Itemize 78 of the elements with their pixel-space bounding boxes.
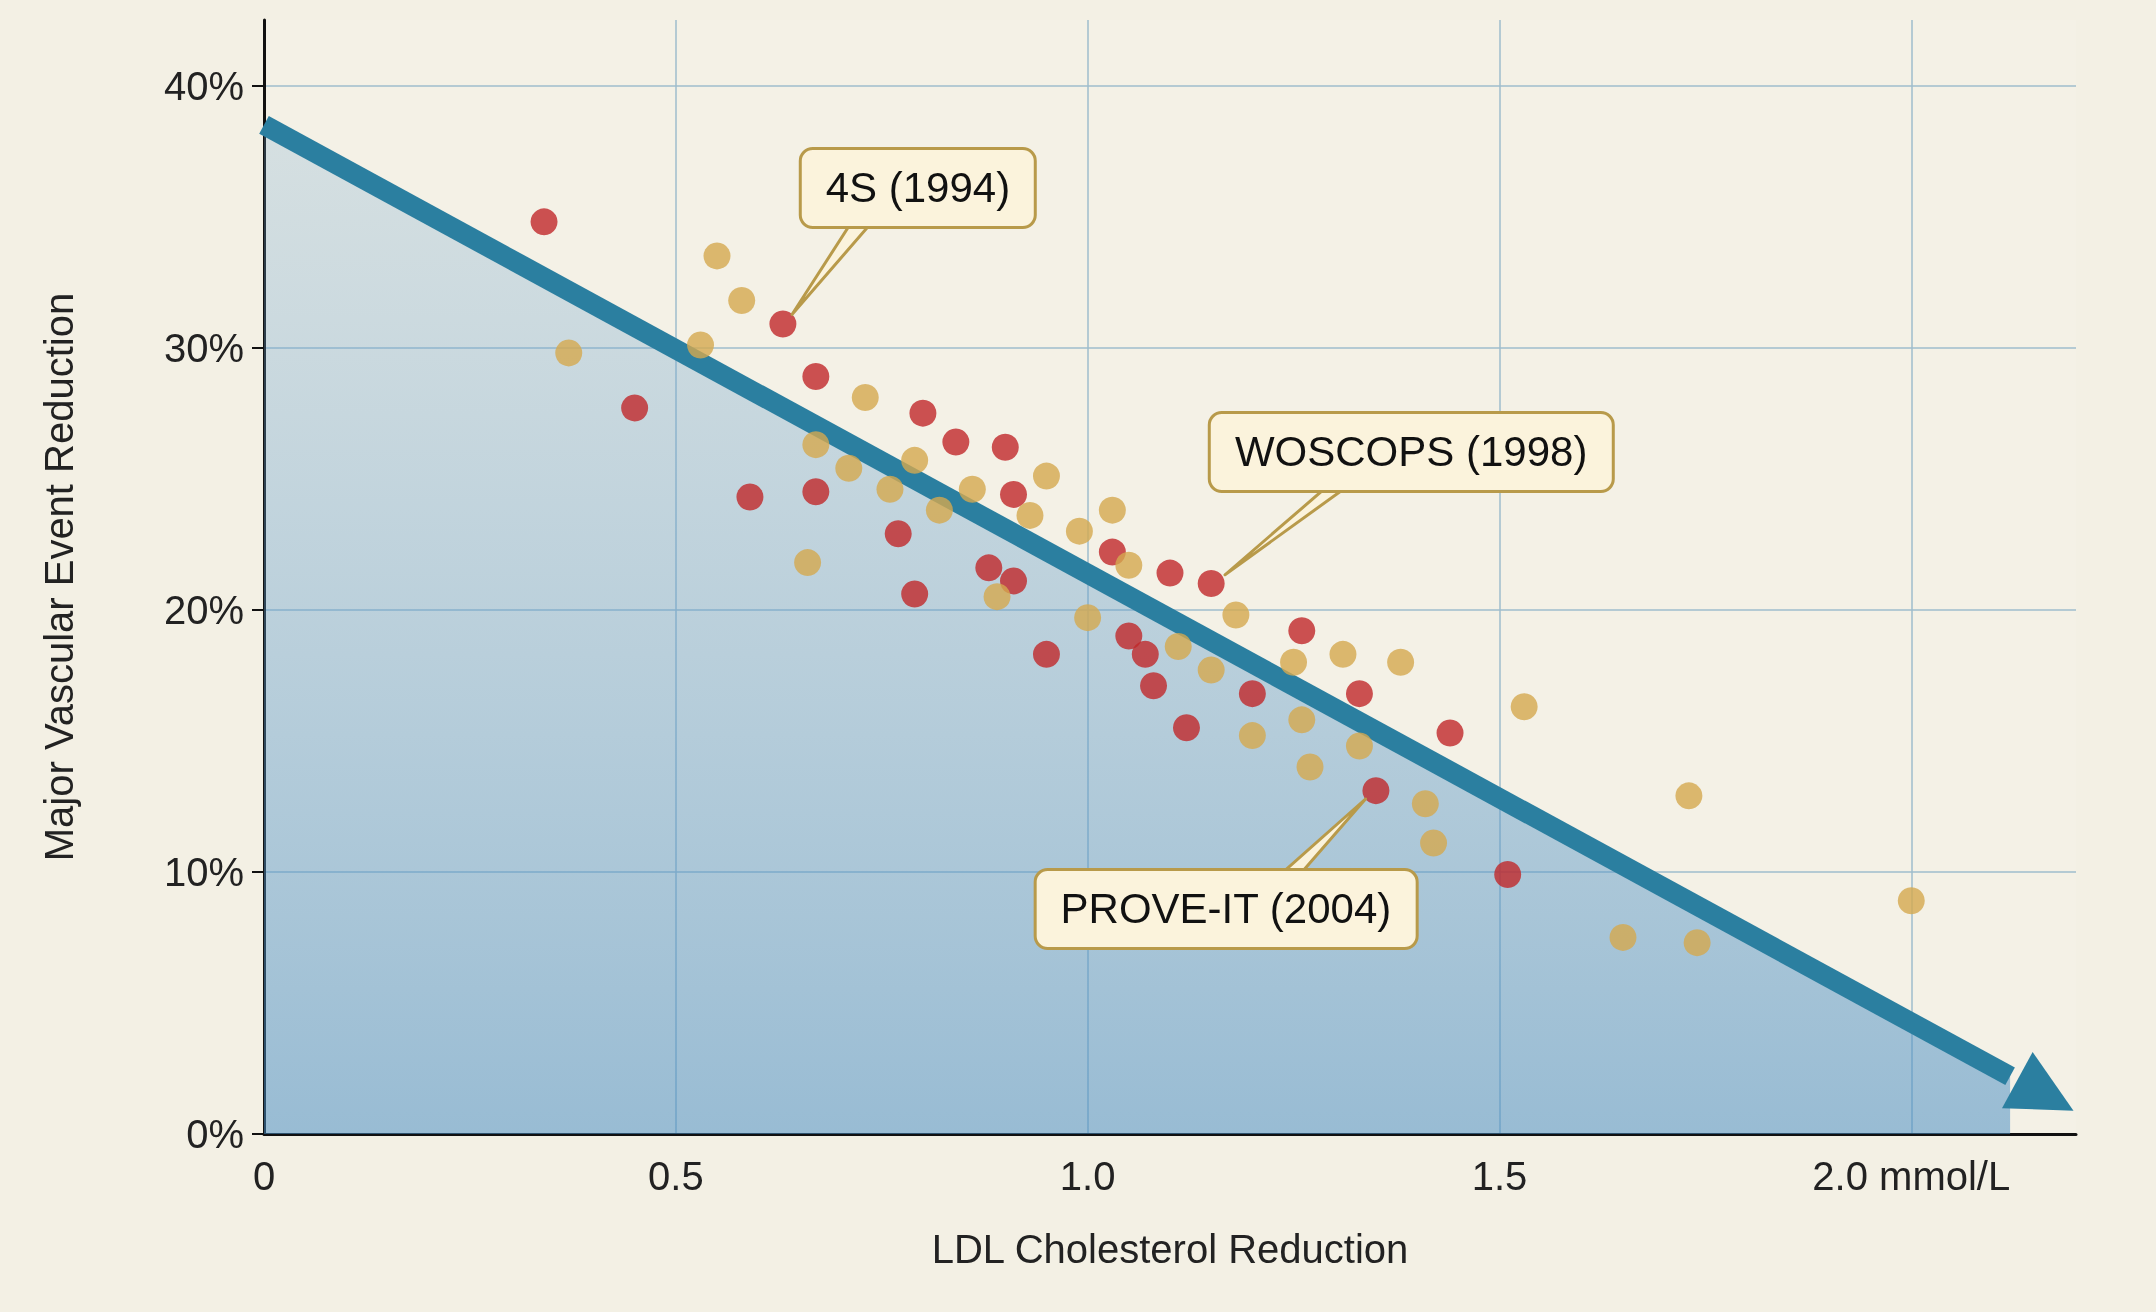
- point: [1065, 517, 1093, 545]
- point: [1345, 680, 1373, 708]
- y-tick-label: 30%: [163, 325, 244, 370]
- point: [769, 310, 797, 338]
- point: [1197, 656, 1225, 684]
- point: [1173, 714, 1200, 742]
- y-tick-label: 20%: [163, 587, 244, 632]
- annotation: 4S (1994): [798, 147, 1038, 230]
- point: [983, 583, 1011, 611]
- y-axis-title: Major Vascular Event Reduction: [37, 292, 81, 862]
- point: [621, 394, 649, 422]
- point: [901, 446, 929, 474]
- point: [1288, 706, 1316, 734]
- point: [1420, 829, 1448, 857]
- point: [958, 475, 986, 503]
- point: [555, 339, 583, 367]
- point: [1683, 929, 1711, 957]
- point: [835, 454, 863, 482]
- x-tick-label: 1.5: [1471, 1154, 1528, 1198]
- point: [794, 549, 822, 577]
- point: [1362, 777, 1390, 805]
- point: [1675, 782, 1703, 810]
- point: [728, 286, 756, 314]
- point: [1131, 640, 1159, 668]
- point: [1411, 790, 1439, 818]
- point: [1222, 601, 1250, 629]
- point: [975, 554, 1003, 582]
- point: [1164, 632, 1192, 660]
- point: [1387, 648, 1415, 676]
- point: [1329, 640, 1357, 668]
- point: [876, 475, 904, 503]
- x-tick-label: 0: [252, 1154, 276, 1198]
- point: [736, 483, 764, 511]
- point: [851, 383, 879, 411]
- annotation: WOSCOPS (1998): [1207, 410, 1615, 493]
- point: [1345, 732, 1373, 760]
- point: [1140, 672, 1168, 700]
- point: [1436, 719, 1464, 747]
- point: [1032, 462, 1060, 490]
- point: [1115, 551, 1143, 579]
- point: [1238, 722, 1266, 750]
- y-tick-label: 40%: [163, 63, 244, 108]
- annotation: PROVE-IT (2004): [1033, 867, 1419, 950]
- point: [687, 331, 715, 359]
- point: [1000, 567, 1028, 595]
- point: [1000, 480, 1028, 508]
- point: [1016, 501, 1044, 529]
- point: [909, 399, 937, 427]
- point: [530, 208, 558, 236]
- point: [1197, 570, 1225, 598]
- x-tick-label: 0.5: [648, 1154, 704, 1198]
- point: [925, 496, 953, 524]
- point: [1510, 693, 1538, 721]
- y-tick-label: 10%: [163, 849, 244, 894]
- point: [884, 520, 912, 548]
- point: [1115, 622, 1143, 650]
- x-axis-title: LDL Cholesterol Reduction: [931, 1227, 1409, 1271]
- point: [1156, 559, 1184, 587]
- point: [802, 431, 830, 459]
- point: [1098, 496, 1126, 524]
- point: [802, 478, 830, 506]
- point: [1238, 680, 1266, 708]
- x-tick-label: 2.0 mmol/L: [1812, 1154, 2011, 1198]
- point: [1296, 753, 1324, 781]
- point: [1897, 887, 1925, 915]
- point: [1032, 640, 1060, 668]
- point: [1288, 617, 1316, 645]
- point: [1280, 648, 1308, 676]
- point: [1609, 923, 1637, 951]
- point: [901, 580, 929, 608]
- point: [991, 433, 1019, 461]
- point: [1494, 861, 1522, 888]
- point: [703, 242, 731, 270]
- y-tick-label: 0%: [186, 1112, 244, 1156]
- point: [802, 362, 830, 390]
- point: [942, 428, 970, 456]
- point: [1074, 604, 1102, 632]
- x-tick-label: 1.0: [1059, 1154, 1116, 1198]
